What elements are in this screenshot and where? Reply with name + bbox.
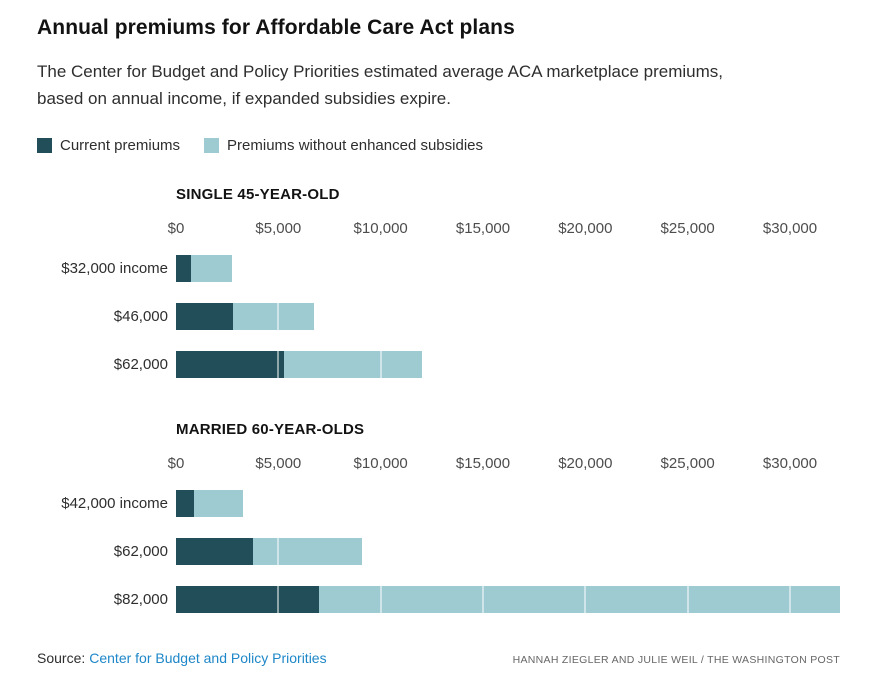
source-link[interactable]: Center for Budget and Policy Priorities	[89, 650, 327, 666]
x-axis-tick-label: $5,000	[255, 455, 302, 472]
chart-single-45-year-old: SINGLE 45-YEAR-OLD $0 $5,000 $10,000 $15,00…	[37, 186, 840, 378]
x-axis-tick-label: $10,000	[353, 220, 408, 237]
current-premium-bar	[176, 490, 194, 517]
bar-row: $62,000	[37, 351, 840, 378]
byline-credit: HANNAH ZIEGLER AND JULIE WEIL / THE WASH…	[512, 654, 840, 666]
bar-track	[176, 538, 840, 565]
legend-swatch-without-icon	[204, 138, 220, 153]
plot-area-single: $0 $5,000 $10,000 $15,000 $20,000 $25,000 $30,…	[37, 220, 840, 378]
gridline	[482, 255, 484, 282]
gridline	[379, 351, 382, 378]
current-premium-bar	[176, 303, 233, 330]
chart-title-single: SINGLE 45-YEAR-OLD	[176, 186, 340, 203]
gridline	[686, 586, 689, 613]
gridline	[686, 490, 689, 517]
bar-row: $42,000 income	[37, 490, 840, 517]
legend-swatch-current-icon	[37, 138, 52, 153]
x-axis-tick-label: $15,000	[455, 220, 511, 237]
gridline	[789, 490, 791, 517]
page-title: Annual premiums for Affordable Care Act …	[37, 16, 515, 39]
bar-row: $46,000	[37, 303, 840, 330]
gridline	[482, 586, 484, 613]
gridline	[584, 586, 587, 613]
gridline	[379, 255, 382, 282]
income-label: $82,000	[113, 591, 168, 608]
current-premium-bar	[176, 586, 319, 613]
legend-item-current-premiums: Current premiums	[37, 137, 180, 154]
gridline	[379, 490, 382, 517]
bar-track	[176, 586, 840, 613]
bar-track	[176, 303, 840, 330]
gridline	[789, 303, 791, 330]
bar-track	[176, 490, 840, 517]
gridline	[482, 303, 484, 330]
x-axis-tick-label: $0	[167, 220, 185, 237]
bar-rows-married: $42,000 income $62,000 $82,000	[37, 490, 840, 613]
x-axis-tick-label: $20,000	[558, 220, 613, 237]
gridline	[584, 490, 587, 517]
x-axis-tick-label: $30,000	[762, 220, 818, 237]
current-premium-bar	[176, 538, 253, 565]
gridline	[789, 586, 791, 613]
source: Source: Center for Budget and Policy Prio…	[37, 650, 327, 666]
chart-married-60-year-olds: MARRIED 60-YEAR-OLDS $0 $5,000 $10,000 $15,…	[37, 421, 840, 613]
legend-label-current: Current premiums	[60, 137, 181, 154]
gridline	[686, 538, 689, 565]
legend-label-without: Premiums without enhanced subsidies	[227, 137, 483, 154]
gridline	[277, 490, 280, 517]
footer: Source: Center for Budget and Policy Prio…	[37, 650, 840, 666]
chart-subtitle: The Center for Budget and Policy Priorit…	[37, 62, 723, 108]
gridline	[584, 351, 587, 378]
gridline	[277, 351, 280, 378]
x-axis-tick-label: $25,000	[660, 220, 715, 237]
gridline	[482, 538, 484, 565]
gridline	[789, 255, 791, 282]
legend-item-without-subsidies: Premiums without enhanced subsidies	[204, 137, 483, 154]
bar-track	[176, 351, 840, 378]
gridline	[584, 538, 587, 565]
legend: Current premiums Premiums without enhanc…	[37, 137, 840, 154]
bar-row: $62,000	[37, 538, 840, 565]
bar-row: $32,000 income	[37, 255, 840, 282]
income-label: $62,000	[113, 543, 168, 560]
gridline	[584, 303, 587, 330]
gridline	[277, 255, 280, 282]
income-label: $32,000 income	[61, 260, 168, 277]
gridline	[584, 255, 587, 282]
x-axis-tick-label: $30,000	[762, 455, 818, 472]
income-label: $62,000	[113, 356, 168, 373]
bar-rows-single: $32,000 income $46,000 $62,000	[37, 255, 840, 378]
x-axis-tick-label: $10,000	[353, 455, 408, 472]
source-label: Source:	[37, 650, 86, 666]
gridline	[482, 490, 484, 517]
gridline	[686, 303, 689, 330]
income-label: $46,000	[113, 308, 168, 325]
gridline	[789, 538, 791, 565]
gridline	[789, 351, 791, 378]
bar-track	[176, 255, 840, 282]
x-axis-tick-label: $15,000	[455, 455, 511, 472]
x-axis-married: $0 $5,000 $10,000 $15,000 $20,000 $25,000 $30,…	[168, 455, 840, 472]
current-premium-bar	[176, 255, 191, 282]
bar-row: $82,000	[37, 586, 840, 613]
plot-area-married: $0 $5,000 $10,000 $15,000 $20,000 $25,000 $30,…	[37, 455, 840, 613]
gridline	[277, 538, 280, 565]
chart-title-married: MARRIED 60-YEAR-OLDS	[176, 421, 365, 438]
x-axis-tick-label: $20,000	[558, 455, 613, 472]
gridline	[379, 538, 382, 565]
x-axis-tick-label: $0	[167, 455, 185, 472]
gridline	[686, 351, 689, 378]
gridline	[379, 303, 382, 330]
x-axis-tick-label: $25,000	[660, 455, 715, 472]
gridline	[686, 255, 689, 282]
gridline	[277, 303, 280, 330]
x-axis-tick-label: $5,000	[255, 220, 302, 237]
gridline	[379, 586, 382, 613]
x-axis-single: $0 $5,000 $10,000 $15,000 $20,000 $25,000 $30,…	[168, 220, 840, 237]
current-premium-bar	[176, 351, 284, 378]
gridline	[482, 351, 484, 378]
gridline	[277, 586, 280, 613]
income-label: $42,000 income	[61, 495, 168, 512]
